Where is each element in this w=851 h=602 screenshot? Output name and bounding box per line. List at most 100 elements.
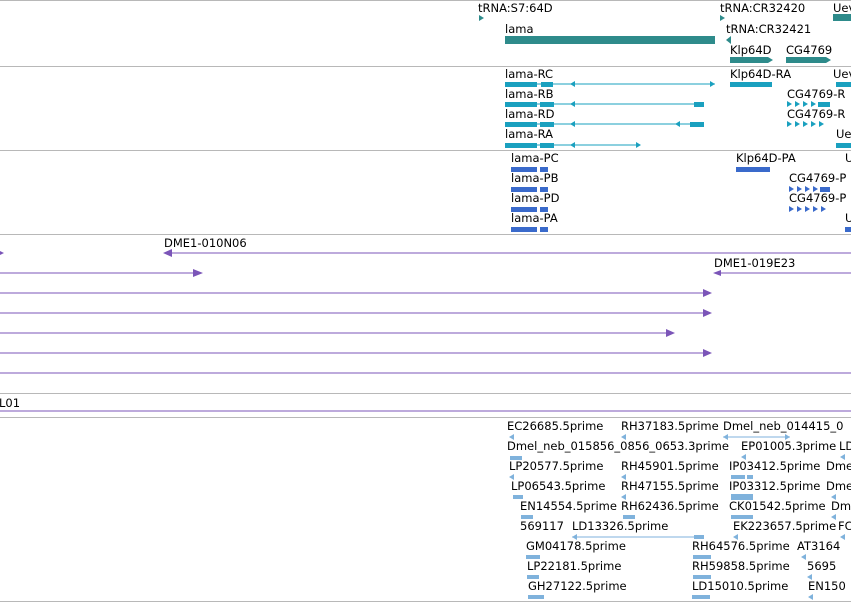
klp64d-ra-glyph[interactable]: [730, 82, 772, 87]
est-label-fc[interactable]: FC: [838, 519, 851, 533]
lama-rc-glyph[interactable]: [505, 81, 715, 87]
est-label-dme[interactable]: Dme: [826, 459, 851, 473]
rh59858-glyph[interactable]: [693, 575, 711, 579]
gene-label-uev[interactable]: Uev: [833, 1, 851, 15]
est-label-rh62436[interactable]: RH62436.5prime: [621, 499, 719, 513]
lama-pb-glyph[interactable]: [511, 187, 548, 192]
bac-clone-row4-glyph[interactable]: [0, 309, 712, 317]
est-label-ip03312[interactable]: IP03312.5prime: [729, 479, 821, 493]
est-label-ip03412[interactable]: IP03412.5prime: [729, 459, 821, 473]
est-label-ek223657[interactable]: EK223657.5prime: [733, 519, 837, 533]
gene-label-trna-s7-64d[interactable]: tRNA:S7:64D: [478, 1, 553, 15]
ek223657-glyph[interactable]: [733, 534, 738, 540]
dme1-019e23-glyph[interactable]: [713, 270, 851, 276]
dmel-neb-015856-glyph[interactable]: [510, 456, 522, 460]
gh27122-glyph[interactable]: [528, 595, 544, 599]
bac-clone-row3-glyph[interactable]: [0, 289, 712, 297]
dm-glyph[interactable]: [831, 514, 836, 520]
trna-cr32420-glyph[interactable]: [720, 15, 725, 21]
cg4769-rd-glyph[interactable]: [787, 121, 824, 127]
gm04178-glyph[interactable]: [526, 555, 540, 559]
est-label-rh64576[interactable]: RH64576.5prime: [692, 539, 790, 553]
ld-glyph[interactable]: [840, 454, 845, 460]
gene-label-cg4769[interactable]: CG4769: [786, 43, 833, 57]
dme-glyph[interactable]: [831, 494, 836, 500]
uev-rb-glyph[interactable]: [836, 143, 851, 148]
transcript-label-cg4769-rb[interactable]: CG4769-R: [787, 87, 846, 101]
est-label-gh27122[interactable]: GH27122.5prime: [528, 579, 627, 593]
cg4769-pd-glyph[interactable]: [789, 206, 826, 212]
en14554-glyph[interactable]: [521, 515, 533, 519]
rh37183-glyph[interactable]: [621, 434, 626, 440]
est-label-at3164[interactable]: AT3164: [797, 539, 841, 553]
est-label-ck01542[interactable]: CK01542.5prime: [729, 499, 826, 513]
bac-clone-row2-glyph[interactable]: [0, 269, 203, 277]
est-label-en150[interactable]: EN150: [808, 579, 846, 593]
est-label-dmel-neb-014415[interactable]: Dmel_neb_014415_0: [723, 419, 844, 433]
lp20577-glyph[interactable]: [509, 474, 514, 480]
lama-rd-glyph[interactable]: [505, 121, 704, 127]
est-label-5695[interactable]: 5695: [807, 559, 837, 573]
cg4769-rb-glyph[interactable]: [787, 101, 830, 107]
est-label-rh47155[interactable]: RH47155.5prime: [621, 479, 719, 493]
est-label-rh45901[interactable]: RH45901.5prime: [621, 459, 719, 473]
dme1-010n06-glyph[interactable]: [163, 249, 851, 257]
bac-label-dme1-010n06[interactable]: DME1-010N06: [164, 236, 247, 250]
trna-cr32421-glyph[interactable]: [726, 36, 731, 44]
protein-label-lama-pa[interactable]: lama-PA: [511, 211, 558, 225]
ck01542-glyph[interactable]: [731, 515, 753, 519]
protein-label-lama-pc[interactable]: lama-PC: [511, 151, 559, 165]
gene-label-trna-cr32420[interactable]: tRNA:CR32420: [720, 1, 806, 15]
uev-pa-glyph[interactable]: [845, 227, 851, 232]
rh62436-glyph[interactable]: [623, 515, 635, 519]
lama-ra-glyph[interactable]: [505, 142, 641, 148]
ec26685-glyph[interactable]: [509, 434, 514, 440]
klp64d-pa-glyph[interactable]: [736, 167, 770, 172]
transcript-label-uev[interactable]: Uev: [833, 67, 851, 81]
ip03412-glyph-b[interactable]: [747, 475, 753, 479]
uev-gene-glyph[interactable]: [833, 14, 851, 21]
bac-left-end-glyph[interactable]: [0, 251, 4, 255]
ip03312-glyph[interactable]: [731, 494, 753, 500]
lama-pa-glyph[interactable]: [511, 227, 548, 232]
rh47155-glyph[interactable]: [621, 494, 626, 500]
gene-label-lama[interactable]: lama: [505, 22, 534, 36]
lp22181-glyph[interactable]: [527, 575, 539, 579]
est-label-en14554[interactable]: EN14554.5prime: [520, 499, 617, 513]
uev-ra-glyph[interactable]: [836, 82, 851, 87]
bac-label-dme1-019e23[interactable]: DME1-019E23: [714, 256, 796, 270]
est-label-gm04178[interactable]: GM04178.5prime: [526, 539, 626, 553]
est-label-ep01005[interactable]: EP01005.3prime: [741, 439, 837, 453]
transcript-label-lama-rd[interactable]: lama-RD: [505, 107, 555, 121]
trna-s7-64d-glyph[interactable]: [479, 15, 484, 21]
lama-pc-glyph[interactable]: [511, 167, 548, 172]
gene-label-klp64d[interactable]: Klp64D: [730, 43, 772, 57]
lama-pd-glyph[interactable]: [511, 207, 548, 212]
est-label-ec26685[interactable]: EC26685.5prime: [507, 419, 604, 433]
lama-rb-glyph[interactable]: [505, 101, 704, 107]
ld13326-glyph[interactable]: [572, 534, 704, 540]
est-label-lp06543[interactable]: LP06543.5prime: [511, 479, 606, 493]
est-label-dme-2[interactable]: Dme: [826, 479, 851, 493]
dmel-neb-014415-glyph[interactable]: [723, 434, 790, 440]
est-label-dmel-neb-015856[interactable]: Dmel_neb_015856_0856_0653.3prime: [507, 439, 729, 453]
transcript-label-klp64d-ra[interactable]: Klp64D-RA: [730, 67, 792, 81]
est-label-ld[interactable]: LD: [839, 439, 851, 453]
rh45901-glyph[interactable]: [621, 474, 626, 480]
protein-label-u-2[interactable]: U: [845, 211, 851, 225]
transcript-label-lama-rb[interactable]: lama-RB: [505, 87, 554, 101]
lama-gene-glyph[interactable]: [505, 36, 715, 44]
ld15010-glyph[interactable]: [692, 595, 710, 599]
protein-label-cg4769-pd[interactable]: CG4769-P: [789, 191, 847, 205]
bac-clone-row6-glyph[interactable]: [0, 349, 712, 357]
lp06543-glyph[interactable]: [513, 495, 523, 499]
at3164-glyph[interactable]: [801, 554, 806, 560]
protein-label-cg4769-pb[interactable]: CG4769-P: [789, 171, 847, 185]
transcript-label-lama-rc[interactable]: lama-RC: [505, 67, 554, 81]
protein-label-u[interactable]: U: [845, 151, 851, 165]
est-label-569117[interactable]: 569117: [520, 519, 564, 533]
est-label-ld15010[interactable]: LD15010.5prime: [692, 579, 789, 593]
cg4769-gene-glyph[interactable]: [786, 57, 831, 63]
protein-label-klp64d-pa[interactable]: Klp64D-PA: [736, 151, 796, 165]
en150-glyph[interactable]: [808, 594, 813, 600]
